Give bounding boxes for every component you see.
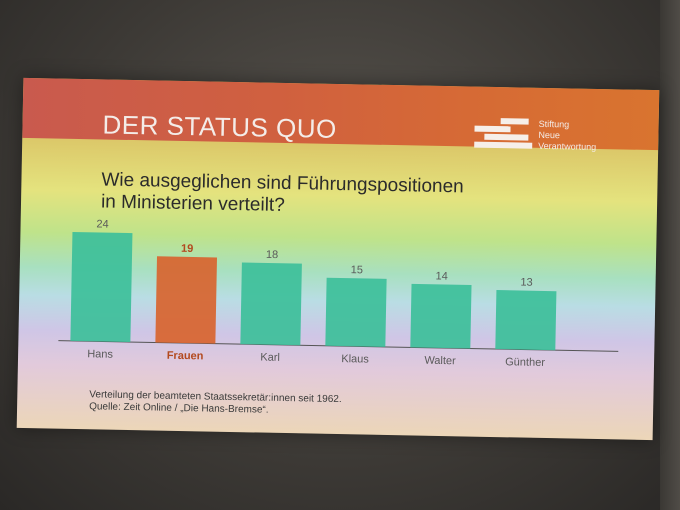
category-label-frauen: Frauen	[167, 350, 204, 363]
value-label-günther: 13	[520, 277, 532, 289]
bar-karl	[240, 262, 302, 346]
logo-text: Stiftung Neue Verantwortung	[538, 119, 597, 153]
bar-klaus	[325, 277, 387, 347]
projection-screen-edge	[660, 0, 680, 510]
bar-hans	[70, 231, 133, 343]
category-label-karl: Karl	[260, 352, 280, 364]
slide-header: DER STATUS QUO Stiftung Neue Verantwortu…	[22, 77, 660, 152]
value-label-frauen: 19	[181, 243, 193, 255]
bar-günther	[495, 290, 557, 351]
value-label-klaus: 15	[351, 264, 363, 276]
bar-chart-svg: 24 Hans 19 Frauen 18 Karl 15 Klaus 14 Walter 13 Gün…	[58, 218, 619, 369]
bar-chart: 24 Hans 19 Frauen 18 Karl 15 Klaus 14 Walter 13 Gün…	[58, 209, 621, 380]
bar-walter	[410, 283, 472, 349]
bar-frauen	[155, 256, 218, 344]
category-label-günther: Günther	[505, 356, 545, 369]
logo-line-3: Verantwortung	[538, 140, 597, 152]
footnote: Verteilung der beamteten Staatssekretär:…	[89, 389, 342, 418]
slide-title: DER STATUS QUO	[102, 109, 338, 144]
presentation-slide: DER STATUS QUO Stiftung Neue Verantwortu…	[16, 77, 660, 441]
value-label-hans: 24	[96, 218, 108, 230]
category-label-klaus: Klaus	[341, 353, 369, 366]
category-label-walter: Walter	[424, 355, 456, 368]
logo-bars-icon	[474, 118, 535, 155]
value-label-karl: 18	[266, 249, 278, 261]
logo: Stiftung Neue Verantwortung	[474, 118, 625, 157]
category-label-hans: Hans	[87, 348, 113, 361]
value-label-walter: 14	[435, 270, 447, 282]
